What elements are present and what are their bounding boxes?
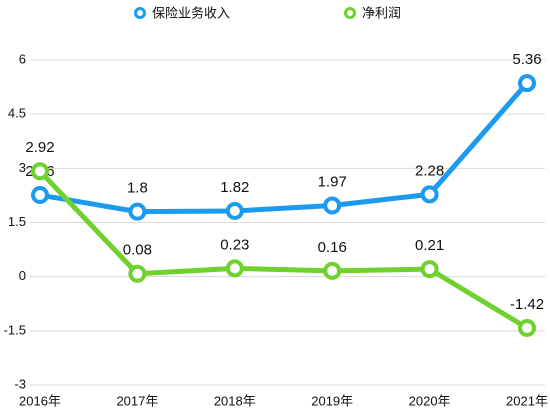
point xyxy=(225,201,244,220)
data-label: 0.21 xyxy=(415,237,444,254)
data-label: 5.36 xyxy=(512,51,541,68)
data-label: 2.92 xyxy=(25,139,54,156)
x-tick-label: 2020年 xyxy=(409,393,451,408)
y-tick-label: 3 xyxy=(19,160,26,175)
data-label: 0.08 xyxy=(123,242,152,259)
point xyxy=(31,186,49,205)
data-label: 1.97 xyxy=(318,173,347,190)
y-tick-label: 1.5 xyxy=(8,214,26,229)
data-label: 2.28 xyxy=(415,162,444,179)
series-line xyxy=(39,81,529,215)
y-tick-label: 6 xyxy=(19,51,26,66)
data-label: -1.42 xyxy=(510,296,544,313)
point xyxy=(323,196,342,215)
y-tick-label: -1.5 xyxy=(4,322,26,337)
data-label: 0.16 xyxy=(318,239,347,256)
point xyxy=(128,202,147,221)
data-label: 0.23 xyxy=(220,236,249,253)
point xyxy=(225,259,244,278)
x-tick-label: 2017年 xyxy=(116,393,158,408)
data-label: 1.8 xyxy=(127,180,148,197)
y-tick-label: 0 xyxy=(19,268,26,283)
point xyxy=(128,264,147,283)
point xyxy=(420,260,439,279)
legend-label: 净利润 xyxy=(362,5,401,20)
y-tick-label: -3 xyxy=(14,376,26,391)
x-tick-label: 2019年 xyxy=(311,393,353,408)
legend-marker xyxy=(134,7,146,19)
point xyxy=(518,74,536,93)
x-tick-label: 2016年 xyxy=(19,393,61,408)
legend-label: 保险业务收入 xyxy=(152,5,230,20)
y-tick-label: 4.5 xyxy=(8,106,26,121)
data-label: 1.82 xyxy=(220,179,249,196)
point xyxy=(518,318,536,337)
x-tick-label: 2018年 xyxy=(214,393,256,408)
legend-marker xyxy=(344,7,356,19)
point xyxy=(31,162,49,181)
point xyxy=(323,261,342,280)
series-line xyxy=(38,169,529,331)
x-tick-label: 2021年 xyxy=(506,393,548,408)
point xyxy=(420,185,439,204)
